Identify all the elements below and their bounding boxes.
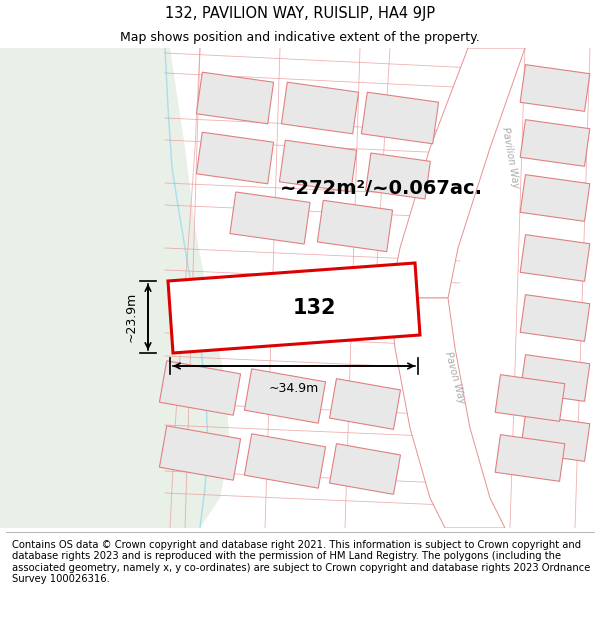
Polygon shape (520, 174, 590, 221)
Text: Contains OS data © Crown copyright and database right 2021. This information is : Contains OS data © Crown copyright and d… (12, 539, 590, 584)
Polygon shape (520, 414, 590, 461)
Polygon shape (495, 374, 565, 421)
Polygon shape (0, 48, 230, 528)
Polygon shape (520, 64, 590, 111)
Polygon shape (390, 298, 505, 528)
Text: ~23.9m: ~23.9m (125, 292, 138, 342)
Text: 132, PAVILION WAY, RUISLIP, HA4 9JP: 132, PAVILION WAY, RUISLIP, HA4 9JP (165, 6, 435, 21)
Polygon shape (365, 153, 430, 199)
Polygon shape (196, 72, 274, 124)
Polygon shape (280, 140, 356, 192)
Polygon shape (390, 48, 525, 298)
Polygon shape (168, 263, 420, 353)
Text: ~272m²/~0.067ac.: ~272m²/~0.067ac. (280, 179, 483, 198)
Polygon shape (520, 354, 590, 401)
Text: Map shows position and indicative extent of the property.: Map shows position and indicative extent… (120, 31, 480, 44)
Polygon shape (196, 132, 274, 184)
Polygon shape (160, 361, 241, 415)
Polygon shape (495, 434, 565, 481)
Polygon shape (361, 92, 439, 144)
Polygon shape (160, 426, 241, 480)
Text: Pavilion Way: Pavilion Way (500, 127, 520, 189)
Polygon shape (244, 434, 326, 488)
Polygon shape (329, 379, 400, 429)
Polygon shape (329, 444, 400, 494)
Polygon shape (520, 119, 590, 166)
Text: ~34.9m: ~34.9m (269, 382, 319, 395)
Polygon shape (520, 234, 590, 281)
Polygon shape (230, 192, 310, 244)
Text: 132: 132 (292, 298, 336, 318)
Polygon shape (317, 201, 392, 252)
Polygon shape (520, 294, 590, 341)
Polygon shape (244, 369, 326, 423)
Polygon shape (281, 82, 359, 134)
Text: Pavon Way: Pavon Way (443, 351, 467, 405)
